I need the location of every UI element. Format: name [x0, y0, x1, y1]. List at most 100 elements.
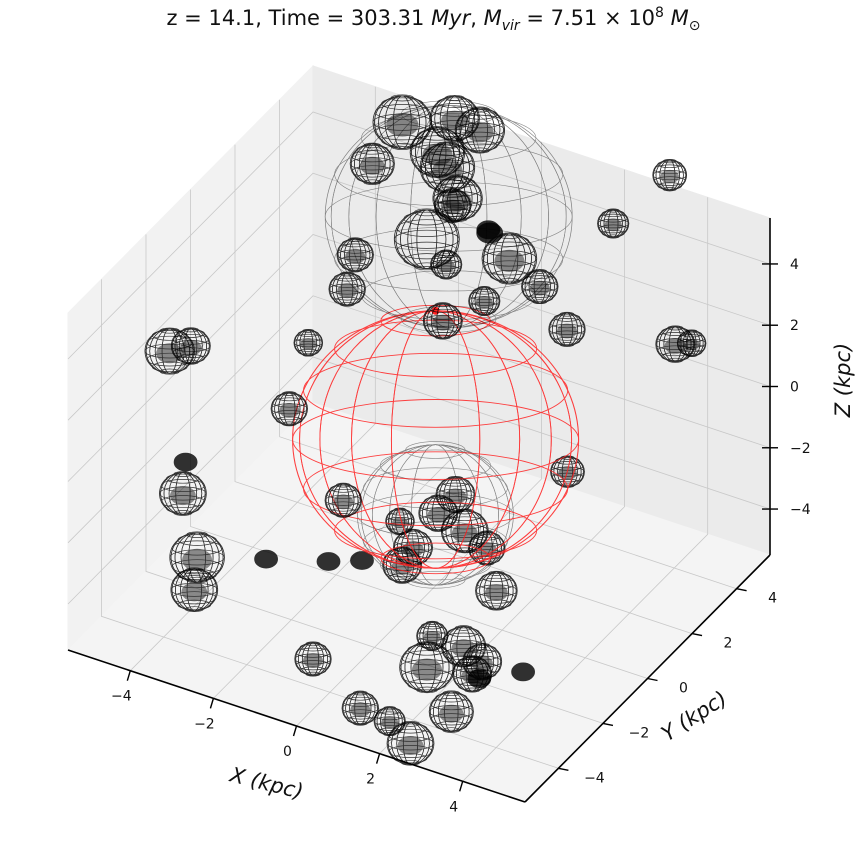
sphere-shade [529, 280, 550, 296]
sphere-parallel [424, 322, 462, 333]
sphere-parallel [297, 348, 319, 356]
sphere-parallel [481, 250, 538, 267]
sphere-parallel [652, 170, 687, 181]
sphere-parallel [436, 128, 473, 140]
sphere-parallel [166, 503, 200, 514]
sphere-parallel [454, 122, 505, 138]
sphere-shade [397, 736, 424, 755]
x-tick-mark [459, 781, 464, 792]
sphere-parallel [526, 294, 554, 303]
sphere-parallel [435, 488, 476, 501]
sphere-parallel [477, 311, 491, 317]
sphere-shade [391, 559, 413, 575]
grid-line-y [101, 279, 559, 769]
sphere-parallel [390, 94, 414, 102]
subhalo-sphere [170, 327, 211, 365]
sphere-meridian [383, 547, 422, 584]
sphere-parallel [470, 147, 490, 154]
sphere-parallel [356, 173, 389, 183]
sphere-parallel [475, 584, 518, 597]
sphere-parallel [281, 391, 297, 396]
sphere-parallel [292, 399, 580, 480]
y-tick-label: 2 [724, 636, 733, 652]
sphere-parallel [293, 338, 323, 348]
y-tick-label: −2 [629, 725, 650, 741]
sphere-parallel [182, 359, 199, 365]
sphere-shade [303, 653, 323, 668]
sphere-parallel [597, 218, 630, 229]
sphere-parallel [435, 692, 468, 703]
subhalo-sphere [170, 567, 219, 613]
sphere-parallel [447, 216, 468, 222]
x-axis-label: X (kpc) [227, 762, 306, 804]
sphere-parallel [430, 259, 463, 270]
sphere-meridian [456, 107, 504, 153]
sphere-parallel [334, 319, 538, 378]
z-tick-label: −4 [790, 502, 811, 518]
sphere-parallel [411, 135, 464, 151]
sphere-parallel [424, 496, 453, 506]
sphere-parallel [378, 707, 402, 715]
sphere-parallel [303, 451, 569, 527]
sphere-shade [337, 283, 358, 299]
sphere-parallel [606, 208, 620, 213]
sphere-parallel [151, 330, 188, 341]
sphere-parallel [294, 653, 332, 665]
sphere-parallel [270, 403, 308, 415]
sphere-parallel [176, 329, 205, 338]
sphere-parallel [177, 599, 212, 610]
sphere-parallel [173, 471, 193, 477]
axis-lines: −4 −4 −4 −2 −2 −2 0 0 0 2 2 2 4 4 4 [67, 218, 811, 815]
sphere-parallel [559, 311, 575, 317]
sphere-outline [357, 444, 514, 586]
sphere-shade [451, 639, 476, 658]
sphere-parallel [426, 171, 449, 179]
y-tick-label: 4 [768, 591, 777, 607]
sphere-parallel [441, 502, 470, 512]
sphere-parallel [656, 345, 694, 357]
sphere-parallel [442, 690, 461, 697]
sphere-parallel [372, 113, 432, 131]
sphere-parallel [172, 591, 217, 605]
sphere-parallel [374, 722, 405, 731]
z-axis-label: Z (kpc) [831, 343, 855, 418]
y-tick-mark [647, 677, 658, 682]
sphere-meridian [325, 483, 361, 518]
sphere-meridian [360, 444, 510, 586]
sphere-parallel [276, 393, 303, 402]
sphere-meridian [453, 655, 492, 692]
sphere-parallel [341, 262, 369, 271]
sphere-parallel [441, 639, 487, 653]
sphere-parallel [361, 270, 537, 321]
sphere-parallel [339, 271, 355, 277]
sphere-parallel [334, 226, 564, 292]
sphere-parallel [299, 666, 327, 675]
sphere-parallel [444, 135, 465, 142]
sphere-shade [451, 523, 478, 543]
sphere-shade [170, 486, 196, 506]
sphere-shade [422, 143, 453, 166]
subhalo-sphere [173, 452, 198, 472]
sphere-parallel [333, 273, 361, 282]
sphere-parallel [393, 541, 433, 554]
sphere-meridian [476, 571, 517, 610]
sphere-shade [604, 218, 622, 232]
title-mvir-subscript: vir [501, 18, 520, 35]
sphere-parallel [374, 124, 430, 141]
sphere-meridian [387, 721, 434, 765]
sphere-parallel [166, 473, 200, 484]
subhalo-sphere [476, 220, 501, 240]
sphere-parallel [172, 575, 217, 589]
sphere-parallel [330, 290, 365, 301]
sphere-meridian [549, 312, 585, 347]
sphere-parallel [454, 625, 473, 631]
sphere-shade [381, 716, 399, 729]
sphere-parallel [326, 488, 361, 500]
sphere-parallel [553, 313, 581, 322]
sphere-parallel [430, 713, 473, 726]
sphere-meridian [350, 143, 394, 185]
sphere-parallel [430, 526, 447, 532]
sphere-parallel [401, 759, 420, 766]
sphere-shade [660, 169, 679, 184]
subhalo-sphere [468, 286, 501, 317]
